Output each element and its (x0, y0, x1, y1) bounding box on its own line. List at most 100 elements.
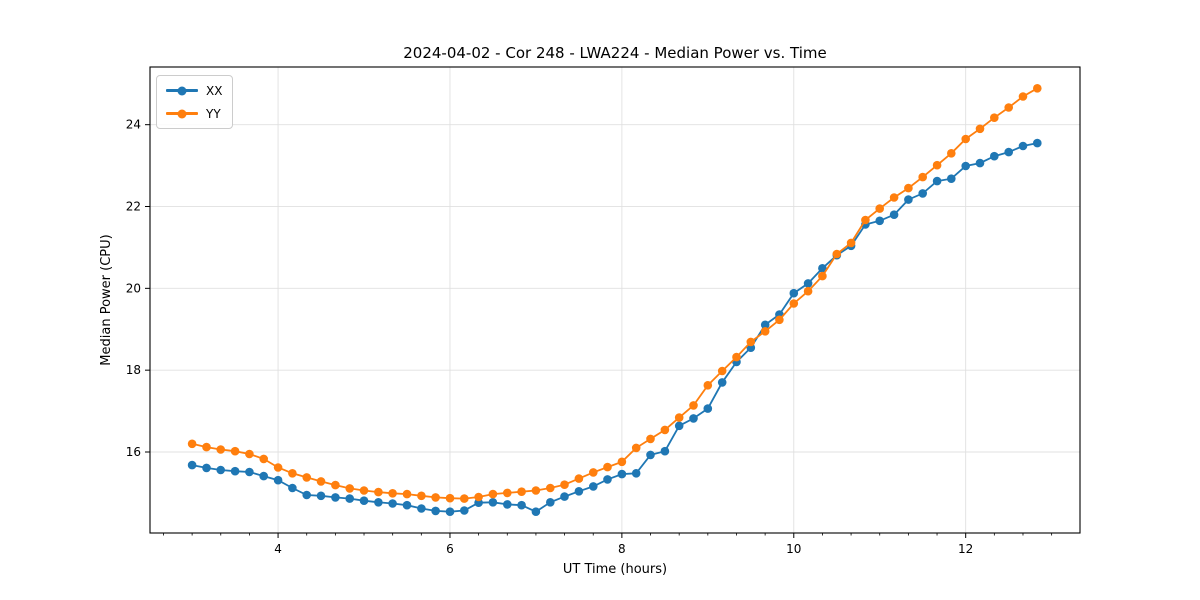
series-xx-marker (503, 500, 512, 509)
legend-line-marker-xx (166, 86, 198, 95)
series-yy-marker (273, 463, 283, 472)
series-xx-marker (646, 450, 655, 460)
series-xx-marker (889, 210, 899, 219)
axes-spines (149, 66, 1081, 534)
series-xx-marker (904, 195, 913, 204)
x-tick-label: 12 (958, 542, 973, 556)
series-xx-marker (546, 498, 555, 507)
series-yy-marker (546, 483, 555, 493)
series-xx-marker (875, 216, 884, 226)
series-xx-marker (689, 414, 698, 423)
y-tick-label: 20 (126, 281, 141, 295)
series-yy-marker (689, 401, 698, 410)
series-yy-marker (760, 327, 770, 336)
series-xx-marker (574, 487, 584, 496)
series-yy-marker (932, 160, 942, 170)
series-yy-marker (503, 488, 512, 498)
series-xx-marker (402, 500, 412, 510)
series-yy-marker (302, 473, 312, 482)
series-xx-marker (1033, 138, 1042, 148)
y-tick-label: 18 (126, 363, 141, 377)
x-tick-label: 4 (274, 542, 282, 556)
series-yy-marker (474, 492, 483, 502)
series-xx-marker (230, 466, 240, 476)
series-yy-marker (1018, 92, 1028, 101)
series-xx-marker (789, 288, 799, 298)
series-xx-marker (1018, 141, 1028, 151)
series-yy-marker (904, 183, 913, 193)
series-yy-marker (1033, 84, 1042, 93)
series-yy-marker (216, 445, 225, 454)
series-xx-marker (703, 404, 713, 413)
series-xx-marker (488, 498, 498, 507)
series-xx-marker (302, 490, 312, 500)
series-xx-marker (961, 161, 970, 171)
series-yy-marker (732, 352, 741, 362)
series-xx-marker (359, 496, 369, 506)
y-tick-label: 24 (126, 118, 141, 132)
x-tick-label: 6 (446, 542, 454, 556)
series-yy-marker (202, 442, 211, 452)
series-yy-line (191, 87, 1038, 500)
series-yy-marker (589, 468, 598, 477)
series-xx-marker (431, 506, 440, 516)
series-xx-marker (560, 492, 569, 501)
series-yy-marker (975, 124, 985, 134)
series-xx-marker (331, 493, 340, 502)
series-yy-marker (445, 493, 455, 503)
series-yy-marker (560, 480, 569, 490)
y-tick-label: 22 (126, 200, 141, 214)
series-xx-marker (445, 507, 455, 516)
series-yy-marker (417, 491, 426, 501)
series-yy-marker (617, 457, 627, 467)
series-yy-marker (345, 484, 355, 493)
series-yy-marker (230, 446, 240, 456)
series-yy-marker (918, 172, 927, 182)
series-yy-marker (531, 486, 541, 495)
series-xx-marker (345, 494, 355, 503)
series-xx-marker (316, 491, 326, 501)
series-yy-marker (288, 469, 297, 478)
series-yy-marker (717, 366, 727, 376)
y-tick-label: 16 (126, 445, 141, 459)
series-yy-marker (646, 434, 655, 444)
legend-line-marker-yy (166, 109, 198, 118)
series-yy-marker (1004, 103, 1013, 112)
series-yy-marker (460, 494, 469, 503)
series-yy-marker (832, 249, 842, 259)
series-xx-marker (273, 475, 283, 485)
series-xx-marker (245, 467, 254, 477)
series-xx-marker (460, 506, 469, 515)
series-xx-marker (517, 500, 526, 510)
series-xx-marker (259, 471, 269, 481)
series-yy-marker (331, 480, 340, 490)
series-yy-marker (631, 443, 641, 453)
series-xx-marker (918, 189, 927, 198)
series-yy-marker (703, 381, 713, 390)
series-yy-marker (961, 134, 970, 144)
series-yy-marker (846, 238, 856, 248)
series-xx-marker (947, 174, 956, 183)
series-yy-marker (674, 413, 684, 422)
series-yy-marker (187, 439, 197, 449)
series-yy-marker (818, 271, 827, 281)
series-yy-marker (488, 489, 498, 499)
series-yy-marker (259, 454, 269, 464)
series-xx-marker (374, 498, 383, 507)
series-xx-marker (631, 469, 641, 478)
series-yy-marker (603, 462, 612, 472)
series-yy-marker (388, 489, 397, 498)
series-yy-marker (789, 299, 799, 308)
series-yy-marker (660, 425, 670, 435)
series-yy-marker (374, 487, 383, 497)
chart-title: 2024-04-02 - Cor 248 - LWA224 - Median P… (403, 44, 827, 62)
series-xx-marker (932, 176, 942, 186)
series-xx-marker (288, 483, 297, 493)
series-xx-marker (216, 465, 225, 475)
series-xx-marker (990, 151, 999, 161)
legend: XX YY (156, 75, 234, 129)
series-yy-marker (947, 149, 956, 158)
x-axis-label: UT Time (hours) (562, 562, 668, 577)
series-xx-marker (803, 279, 813, 288)
